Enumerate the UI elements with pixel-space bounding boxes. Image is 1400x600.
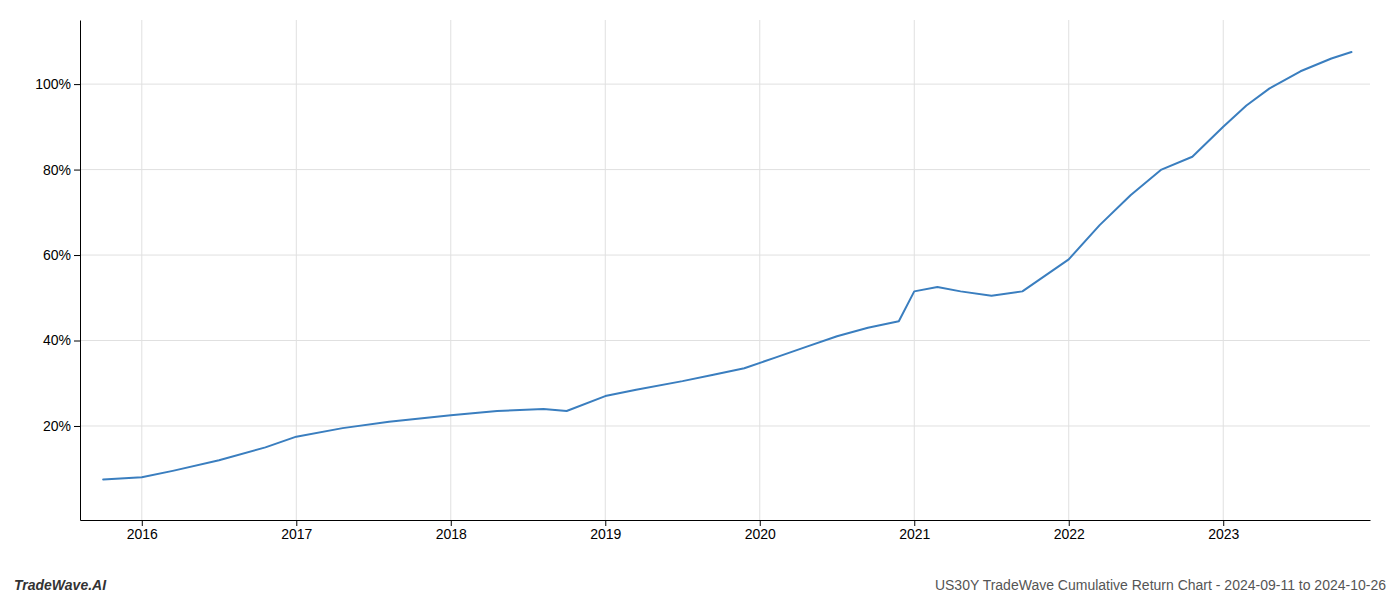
tick-label: 2023 [1208, 526, 1239, 542]
x-axis: 2016 2017 2018 2019 2020 2021 2022 2023 [81, 520, 1371, 542]
tick: 20% [43, 418, 80, 434]
grid-line [914, 20, 915, 520]
line [103, 52, 1351, 479]
grid-line [80, 84, 1370, 85]
tick: 2022 [1054, 520, 1085, 542]
grid-line [759, 20, 760, 520]
tick: 2023 [1208, 520, 1239, 542]
tick: 2021 [899, 520, 930, 542]
tick-label: 100% [35, 76, 71, 92]
tick-mark [74, 84, 80, 85]
plot-area [103, 52, 1351, 479]
grid-line [80, 340, 1370, 341]
tick-mark [74, 170, 80, 171]
tick: 40% [43, 332, 80, 348]
tick: 2020 [745, 520, 776, 542]
tick-label: 2019 [590, 526, 621, 542]
footer-right: US30Y TradeWave Cumulative Return Chart … [935, 577, 1386, 593]
tick: 2017 [281, 520, 312, 542]
tick-label: 2021 [899, 526, 930, 542]
tick: 60% [43, 247, 80, 263]
tick: 100% [35, 76, 80, 92]
axis-line [81, 520, 1371, 521]
grid-line [1068, 20, 1069, 520]
grid-line [80, 425, 1370, 426]
footer-left: TradeWave.AI [14, 577, 107, 593]
tick: 80% [43, 162, 80, 178]
grid-line [450, 20, 451, 520]
tick-label: 20% [43, 418, 71, 434]
tick-mark [74, 255, 80, 256]
tick: 2019 [590, 520, 621, 542]
tick-label: 2016 [127, 526, 158, 542]
chart: 2016 2017 2018 2019 2020 2021 2022 2023 20% 40% 60… [0, 0, 1400, 600]
tick: 2016 [127, 520, 158, 542]
tick-label: 2018 [436, 526, 467, 542]
grid-line [1223, 20, 1224, 520]
axis-line [80, 21, 81, 521]
tick-mark [74, 341, 80, 342]
tick-mark [74, 426, 80, 427]
tick-label: 2017 [281, 526, 312, 542]
tick-label: 80% [43, 162, 71, 178]
tick-label: 60% [43, 247, 71, 263]
grid-line [141, 20, 142, 520]
y-axis: 20% 40% 60% 80% 100% [35, 21, 80, 521]
grid-line [80, 169, 1370, 170]
grid-line [80, 255, 1370, 256]
tick-label: 2022 [1054, 526, 1085, 542]
tick-label: 2020 [745, 526, 776, 542]
grid [80, 20, 1370, 520]
tick-label: 40% [43, 332, 71, 348]
tick: 2018 [436, 520, 467, 542]
grid-line [296, 20, 297, 520]
grid-line [605, 20, 606, 520]
